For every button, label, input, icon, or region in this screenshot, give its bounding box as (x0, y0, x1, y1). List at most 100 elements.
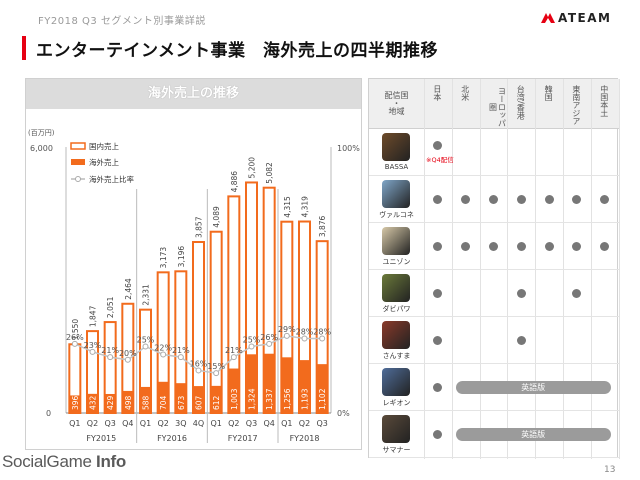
region-header-taiwan-hongkong: 台湾/香港 (516, 85, 526, 120)
overseas-sales-label: 612 (212, 395, 221, 410)
overseas-ratio-label: 28% (296, 328, 314, 337)
valkone-game-icon (382, 180, 410, 208)
availability-dot (544, 195, 554, 204)
overseas-sales-label: 1,193 (301, 388, 310, 410)
quarter-tick-label: 3Q (175, 419, 186, 428)
overseas-ratio-point (301, 335, 308, 342)
total-sales-label: 4,089 (212, 206, 221, 228)
socialgameinfo-watermark: SocialGame Info (2, 452, 126, 472)
bassa-game-icon (382, 133, 410, 161)
total-sales-label: 3,857 (195, 216, 204, 238)
ateam-logo-text: ATEAM (558, 11, 612, 25)
total-sales-label: 2,051 (106, 296, 115, 318)
overseas-ratio-point (319, 335, 326, 342)
availability-dot (516, 336, 526, 345)
game-name: ユニゾン (382, 258, 411, 266)
availability-dot (572, 242, 582, 251)
chart-panel-heading: 海外売上の推移 (26, 79, 361, 109)
table-header-line-1: 配信国 (384, 91, 409, 100)
overseas-sales-chart: (百万円) 6,000 0 100% 0% FY2015 FY2016 FY2017 FY201… (28, 129, 360, 443)
quarter-tick-label: Q2 (299, 419, 310, 428)
total-sales-label: 1,550 (71, 319, 80, 341)
quarter-tick-label: Q4 (263, 419, 274, 428)
overseas-ratio-point (124, 356, 131, 363)
total-sales-label: 4,315 (283, 196, 292, 218)
overseas-ratio-point (195, 367, 202, 374)
availability-dot (433, 383, 443, 392)
overseas-ratio-point (142, 343, 149, 350)
game-name: ダビパワ (382, 305, 411, 313)
overseas-ratio-label: 21% (225, 346, 243, 355)
overseas-ratio-label: 21% (101, 346, 119, 355)
game-row: ダビパワ (369, 270, 619, 317)
availability-dot (461, 195, 471, 204)
quarter-tick-label: Q1 (281, 419, 292, 428)
overseas-sales-label: 432 (89, 395, 98, 410)
legend-label: 国内売上 (89, 141, 119, 151)
quarter-tick-label: Q3 (316, 419, 327, 428)
overseas-sales-bar (316, 364, 328, 413)
fiscal-year-label: FY2016 (157, 434, 187, 443)
total-sales-label: 1,847 (89, 305, 98, 327)
quarter-tick-label: Q1 (140, 419, 151, 428)
overseas-ratio-label: 23% (84, 341, 102, 350)
ateam-logo: ATEAM (540, 10, 630, 28)
page-number: 13 (604, 465, 616, 475)
total-sales-label: 4,319 (301, 196, 310, 218)
total-sales-label: 2,464 (124, 278, 133, 300)
overseas-ratio-point (230, 354, 237, 361)
title-accent-bar (22, 36, 26, 60)
summoner-game-icon (382, 415, 410, 443)
y2-tick-label: 100% (337, 144, 360, 153)
availability-dot (433, 289, 443, 298)
english-version-bar: 英語版 (455, 381, 611, 394)
overseas-ratio-point (160, 351, 167, 358)
fiscal-year-label: FY2015 (86, 434, 116, 443)
quarter-tick-label: Q1 (210, 419, 221, 428)
overseas-sales-label: 1,102 (318, 388, 327, 410)
overseas-sales-bar (122, 390, 134, 413)
legend-swatch-overseas (71, 159, 85, 165)
overseas-ratio-label: 16% (190, 359, 208, 368)
game-row: BASSA ※Q4配信 (369, 129, 619, 176)
availability-dot (489, 195, 498, 204)
game-name: BASSA (384, 163, 409, 171)
overseas-sales-bar (263, 353, 275, 413)
availability-dot (433, 141, 443, 150)
sansuma-game-icon (382, 321, 410, 349)
availability-dot (433, 195, 443, 204)
total-sales-label: 3,196 (177, 246, 186, 268)
legend-label: 海外売上 (89, 157, 119, 167)
game-row: さんすま (369, 317, 619, 364)
table-header-region: 配信国 ・ 地域 (369, 79, 424, 129)
table-header-line-3: 地域 (388, 107, 405, 116)
overseas-sales-bar (228, 368, 240, 413)
watermark-info: Info (96, 452, 126, 471)
y-tick-label: 0 (46, 409, 51, 418)
fiscal-year-label: FY2018 (290, 434, 320, 443)
total-sales-label: 4,886 (230, 171, 239, 193)
legend-swatch-domestic (70, 142, 86, 150)
region-header-china: 中国本土 (599, 85, 609, 117)
overseas-sales-chart-panel: 海外売上の推移 (百万円) 6,000 0 100% 0% FY2015 FY2016 FY2… (25, 78, 362, 450)
game-name: レギオン (382, 399, 411, 407)
overseas-ratio-label: 15% (207, 362, 225, 371)
overseas-ratio-point (283, 332, 290, 339)
overseas-ratio-label: 22% (154, 343, 172, 352)
overseas-ratio-label: 26% (260, 333, 278, 342)
availability-dot (433, 336, 443, 345)
quarter-tick-label: Q3 (104, 419, 115, 428)
overseas-ratio-label: 29% (278, 325, 296, 334)
legend-swatch-ratio-point (75, 176, 81, 182)
total-sales-label: 2,331 (142, 284, 151, 306)
overseas-sales-label: 1,003 (230, 388, 239, 410)
availability-dot (433, 242, 443, 251)
overseas-ratio-label: 20% (119, 349, 137, 358)
overseas-sales-bar (157, 381, 169, 413)
overseas-sales-bar (281, 357, 293, 413)
unison-game-icon (382, 227, 410, 255)
availability-dot (544, 242, 554, 251)
overseas-ratio-point (177, 354, 184, 361)
availability-dot (516, 195, 526, 204)
legend-label: 海外売上比率 (89, 174, 134, 184)
